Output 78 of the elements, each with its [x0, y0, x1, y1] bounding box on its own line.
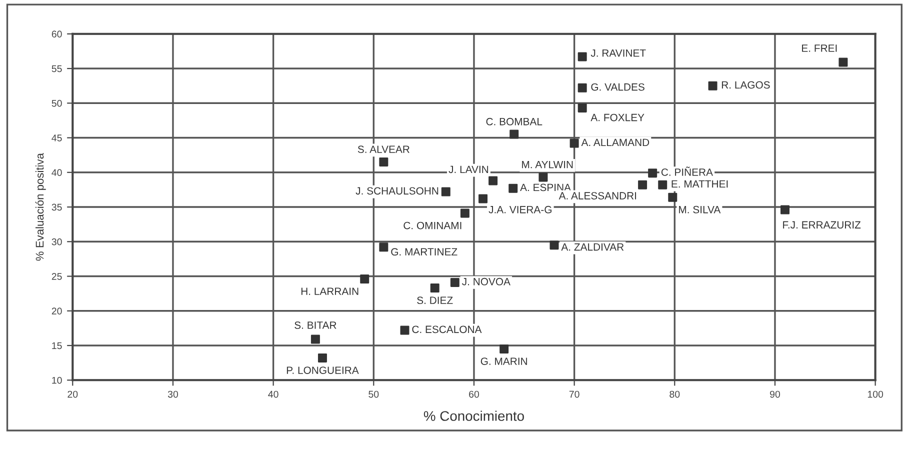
annotation: S. DIEZ	[417, 296, 453, 304]
x-tick-label: 90	[770, 390, 780, 398]
point	[578, 52, 587, 62]
annotation: C. PIÑERA	[661, 166, 713, 176]
point	[550, 240, 559, 250]
x-tick-label: 100	[868, 390, 884, 398]
y-tick-label: 55	[52, 65, 62, 72]
annotation: S. ALVEAR	[358, 146, 410, 153]
annotation: R. LAGOS	[722, 81, 770, 89]
point	[318, 353, 327, 362]
point	[430, 284, 440, 293]
point	[668, 192, 678, 202]
point	[508, 184, 518, 193]
x-tick-label: 20	[68, 390, 78, 398]
point	[450, 278, 460, 287]
annotation: E. FREI	[802, 44, 837, 52]
x-tick-label: 60	[469, 390, 480, 398]
x-tick-label: 80	[670, 390, 680, 398]
point	[578, 83, 587, 92]
y-tick-label: 50	[52, 100, 62, 107]
point	[379, 242, 388, 252]
annotation: J. RAVINET	[590, 49, 646, 57]
point	[360, 274, 370, 284]
annotation: P. LONGUEIRA	[286, 366, 359, 374]
point	[538, 172, 548, 182]
y-tick-label: 15	[52, 342, 62, 350]
y-tick-label: 25	[52, 273, 62, 280]
annotation: C. ESCALONA	[412, 326, 482, 334]
annotation: A. ESPINA	[520, 184, 571, 192]
point	[500, 344, 509, 354]
point	[838, 58, 848, 67]
y-tick-label: 45	[52, 134, 62, 142]
x-tick-label: 30	[168, 390, 178, 398]
y-axis-title: % Evaluación positiva	[35, 152, 46, 261]
annotation: E. MATTHEI	[672, 180, 728, 188]
point	[780, 205, 790, 214]
annotation: J.A. VIERA-G	[488, 206, 552, 214]
x-tick-label: 70	[569, 390, 580, 398]
annotation: F.J. ERRAZURIZ	[783, 221, 861, 229]
annotation: J. SCHAULSOHN	[356, 187, 438, 195]
y-tick-label: 10	[52, 376, 62, 384]
annotation: A. ALESSANDRI	[558, 192, 636, 200]
point	[648, 168, 658, 178]
point	[658, 180, 668, 190]
annotation: J. NOVOA	[462, 278, 510, 286]
point	[510, 130, 519, 139]
annotation: A. ALLAMAND	[581, 138, 650, 146]
annotation: G. MARTINEZ	[391, 248, 458, 256]
point	[478, 194, 488, 204]
point	[708, 81, 718, 90]
annotation: M. SILVA	[679, 206, 721, 214]
x-axis-title: % Conocimiento	[424, 410, 524, 421]
point	[441, 187, 450, 196]
point	[570, 138, 579, 148]
annotation: A. ZALDIVAR	[561, 243, 624, 251]
point	[460, 208, 470, 218]
annotation: A. FOXLEY	[590, 114, 644, 122]
point	[578, 103, 587, 112]
annotation: J. LAVIN	[448, 166, 488, 174]
y-tick-label: 30	[52, 238, 62, 246]
y-tick-label: 40	[52, 169, 62, 176]
x-tick-label: 40	[268, 390, 278, 398]
point	[379, 158, 388, 167]
y-tick-label: 20	[52, 308, 62, 315]
point	[310, 334, 320, 344]
point	[638, 180, 648, 190]
y-tick-label: 35	[52, 204, 62, 211]
point	[488, 176, 498, 186]
y-tick-label: 60	[52, 30, 62, 38]
annotation: S. BITAR	[294, 322, 336, 329]
annotation: G. MARIN	[480, 358, 527, 365]
annotation: C. BOMBAL	[486, 118, 542, 126]
point	[400, 326, 410, 335]
annotation: H. LARRAIN	[301, 288, 358, 295]
annotation: C. OMINAMI	[404, 222, 462, 230]
annotation: G. VALDES	[591, 83, 644, 91]
annotation: M. AYLWIN	[522, 160, 573, 168]
x-tick-label: 50	[368, 390, 379, 398]
